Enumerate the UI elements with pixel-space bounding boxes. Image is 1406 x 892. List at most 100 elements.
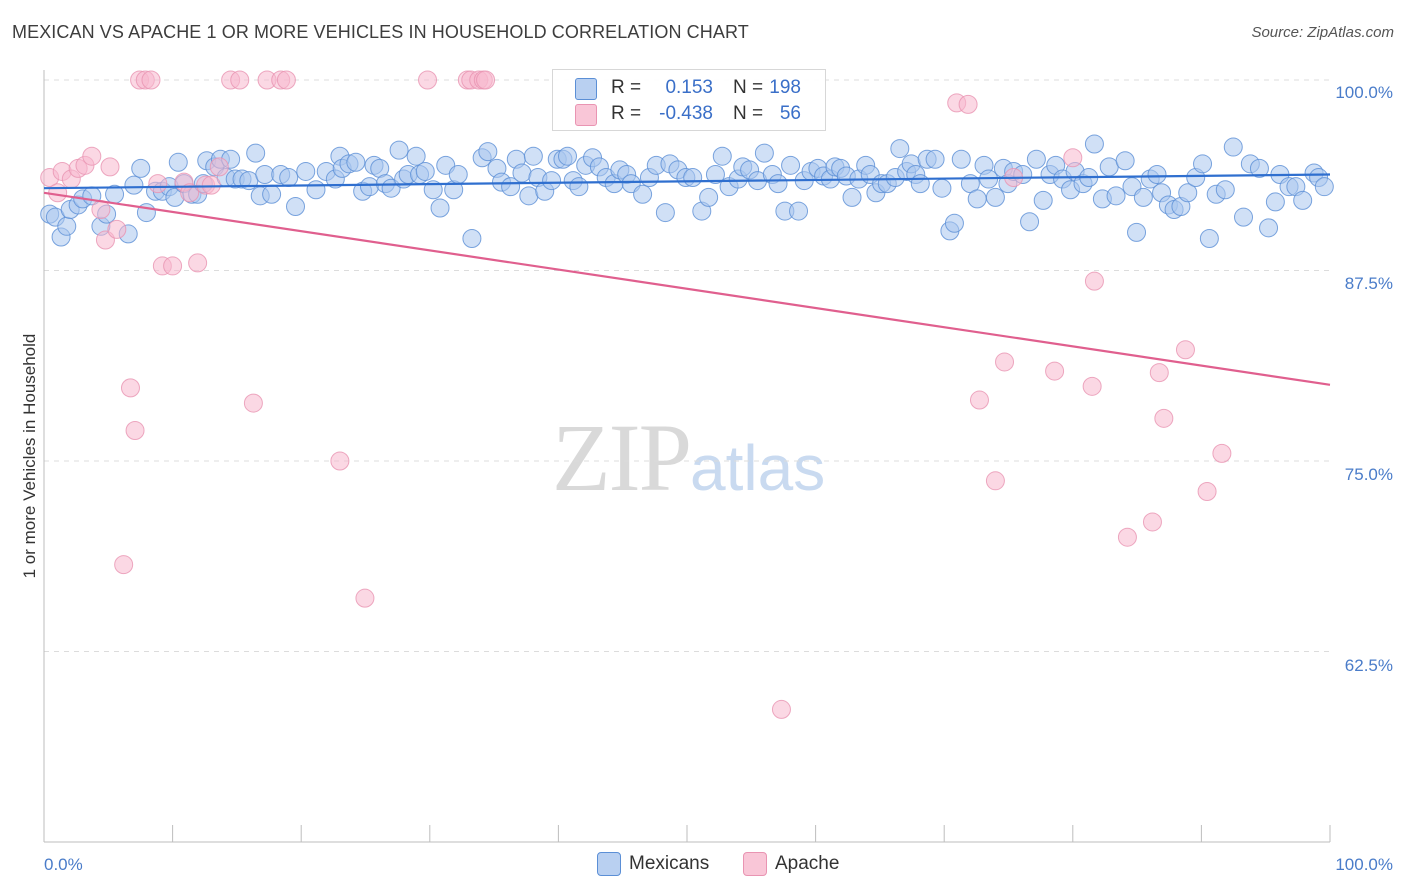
watermark: ZIPatlas bbox=[552, 402, 825, 513]
mexican-point-191 bbox=[1314, 177, 1334, 197]
legend-apache-label: Apache bbox=[775, 853, 840, 875]
y-tick-label-0: 100.0% bbox=[1335, 83, 1393, 102]
y-tick-label-1: 87.5% bbox=[1345, 274, 1393, 293]
mexican-point-183 bbox=[1259, 218, 1279, 238]
mexican-point-19 bbox=[168, 152, 188, 172]
source-label: Source: ZipAtlas.com bbox=[1251, 24, 1394, 41]
legend-mexicans: Mexicans bbox=[597, 852, 709, 876]
mexican-point-39 bbox=[296, 161, 316, 181]
mexicans-swatch bbox=[575, 78, 597, 100]
mexican-point-81 bbox=[569, 177, 589, 197]
mexican-point-144 bbox=[985, 187, 1005, 207]
mexican-point-176 bbox=[1199, 228, 1219, 248]
apache-n-label: N = bbox=[733, 103, 764, 124]
y-tick-label-2: 75.0% bbox=[1345, 465, 1393, 484]
apache-point-52 bbox=[1142, 512, 1162, 532]
mexican-point-79 bbox=[558, 146, 578, 166]
mexican-point-71 bbox=[512, 163, 532, 183]
chart-title: MEXICAN VS APACHE 1 OR MORE VEHICLES IN … bbox=[12, 22, 749, 42]
mexican-point-93 bbox=[655, 203, 675, 223]
mexican-point-166 bbox=[1133, 187, 1153, 207]
apache-point-9 bbox=[100, 157, 120, 177]
mexican-point-138 bbox=[944, 213, 964, 233]
mexican-point-150 bbox=[1026, 149, 1046, 169]
y-tick-label-3: 62.5% bbox=[1345, 656, 1393, 675]
mexicans-n-value: 198 bbox=[769, 77, 801, 98]
mexican-point-38 bbox=[286, 196, 306, 216]
apache-r-label: R = bbox=[611, 103, 642, 124]
apache-point-53 bbox=[1149, 363, 1169, 383]
mexican-point-100 bbox=[705, 164, 725, 184]
mexican-point-135 bbox=[925, 149, 945, 169]
mexican-point-3 bbox=[57, 216, 77, 236]
apache-point-16 bbox=[141, 70, 161, 90]
apache-point-25 bbox=[209, 157, 229, 177]
apache-point-21 bbox=[180, 183, 200, 203]
mexican-point-48 bbox=[359, 177, 379, 197]
mexican-point-151 bbox=[1033, 190, 1053, 210]
mexican-point-141 bbox=[967, 189, 987, 209]
apache-point-6 bbox=[82, 146, 102, 166]
mexican-point-35 bbox=[262, 184, 282, 204]
mexicans-r-label: R = bbox=[611, 77, 642, 98]
mexican-point-111 bbox=[781, 155, 801, 175]
apache-swatch bbox=[575, 104, 597, 126]
mexican-point-46 bbox=[346, 152, 366, 172]
mexican-point-66 bbox=[478, 142, 498, 162]
mexican-point-165 bbox=[1127, 222, 1147, 242]
apache-point-12 bbox=[120, 378, 140, 398]
mexican-point-121 bbox=[842, 187, 862, 207]
mexicans-r-value: 0.153 bbox=[665, 77, 713, 98]
mexican-point-175 bbox=[1193, 154, 1213, 174]
mexican-point-56 bbox=[406, 146, 426, 166]
apache-point-45 bbox=[995, 352, 1015, 372]
mexican-point-162 bbox=[1106, 186, 1126, 206]
mexican-point-63 bbox=[448, 164, 468, 184]
mexican-point-12 bbox=[124, 175, 144, 195]
mexican-point-161 bbox=[1099, 157, 1119, 177]
apache-point-47 bbox=[1045, 361, 1065, 381]
mexican-point-101 bbox=[712, 146, 732, 166]
mexican-point-90 bbox=[633, 184, 653, 204]
apache-point-51 bbox=[1117, 527, 1137, 547]
mexican-point-133 bbox=[910, 174, 930, 194]
apache-point-19 bbox=[163, 256, 183, 276]
mexican-point-60 bbox=[430, 198, 450, 218]
legend-apache-swatch bbox=[743, 852, 767, 876]
mexicans-n-label: N = bbox=[733, 77, 764, 98]
x-tick-label-0: 0.0% bbox=[44, 855, 83, 874]
mexican-point-182 bbox=[1249, 158, 1269, 178]
apache-point-17 bbox=[148, 174, 168, 194]
apache-point-32 bbox=[330, 451, 350, 471]
apache-point-11 bbox=[114, 555, 134, 575]
stats-legend: R = 0.153 N = 198 R = -0.438 N = 56 bbox=[552, 69, 826, 131]
mexican-point-53 bbox=[389, 140, 409, 160]
mexican-point-109 bbox=[768, 174, 788, 194]
apache-point-22 bbox=[188, 253, 208, 273]
apache-point-31 bbox=[276, 70, 296, 90]
apache-point-13 bbox=[125, 421, 145, 441]
legend-row-apache: R = -0.438 N = 56 bbox=[553, 101, 825, 127]
mexican-point-129 bbox=[890, 139, 910, 159]
mexican-point-40 bbox=[306, 180, 326, 200]
apache-point-48 bbox=[1063, 148, 1083, 168]
apache-point-55 bbox=[1175, 340, 1195, 360]
apache-point-49 bbox=[1082, 376, 1102, 396]
legend-row-mexicans: R = 0.153 N = 198 bbox=[553, 75, 825, 101]
mexican-point-72 bbox=[519, 186, 539, 206]
apache-r-value: -0.438 bbox=[659, 103, 713, 124]
apache-point-42 bbox=[958, 94, 978, 114]
mexican-point-136 bbox=[932, 178, 952, 198]
mexican-trend-line bbox=[43, 173, 1331, 190]
mexican-point-64 bbox=[462, 228, 482, 248]
apache-point-54 bbox=[1154, 408, 1174, 428]
apache-point-10 bbox=[107, 219, 127, 239]
mexican-point-97 bbox=[683, 168, 703, 188]
mexican-point-173 bbox=[1178, 183, 1198, 203]
legend-mexicans-swatch bbox=[597, 852, 621, 876]
mexican-point-76 bbox=[542, 171, 562, 191]
watermark-zip: ZIP bbox=[552, 404, 692, 511]
apache-point-40 bbox=[771, 699, 791, 719]
mexican-point-59 bbox=[423, 180, 443, 200]
